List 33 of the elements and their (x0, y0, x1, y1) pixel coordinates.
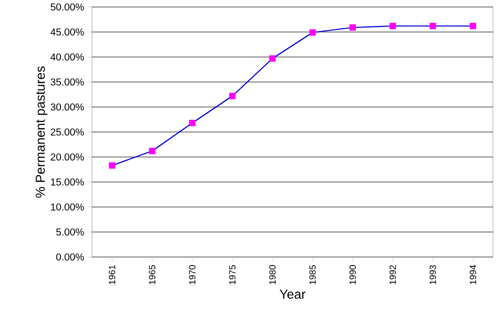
y-tick-label: 45.00% (50, 28, 84, 36)
y-tick-label: 20.00% (50, 153, 84, 161)
point (189, 120, 196, 126)
point (108, 162, 116, 169)
x-tick-label: 1965 (148, 265, 156, 284)
x-tick-label: 1992 (390, 265, 396, 284)
y-axis-title: % Permanent pastures (36, 66, 48, 198)
y-tick-label: 50.00% (50, 3, 84, 11)
x-tick-label: 1993 (430, 265, 436, 284)
y-tick-label: 0.00% (56, 253, 84, 261)
point (269, 55, 276, 62)
x-tick-label: 1961 (108, 265, 116, 284)
x-axis-title: Year (280, 290, 306, 299)
x-tick-label: 1970 (189, 265, 196, 284)
y-tick-label: 5.00% (56, 228, 84, 236)
y-tick-label: 35.00% (50, 78, 84, 86)
x-tick-label: 1975 (229, 265, 236, 284)
y-tick-label: 30.00% (50, 103, 84, 111)
x-tick-label: 1990 (349, 265, 356, 284)
x-tick-label: 1980 (269, 265, 276, 284)
y-tick-label: 25.00% (50, 128, 84, 136)
x-tick-label: 1985 (309, 265, 316, 284)
y-tick-label: 40.00% (50, 53, 84, 61)
point (349, 24, 356, 31)
y-tick-label: 15.00% (51, 178, 84, 186)
point (430, 22, 436, 30)
x-tick-label: 1994 (470, 265, 476, 284)
y-tick-label: 10.00% (51, 203, 84, 211)
point (470, 22, 476, 30)
point (148, 148, 156, 154)
point (229, 92, 236, 100)
point (390, 22, 396, 30)
point (309, 29, 316, 36)
